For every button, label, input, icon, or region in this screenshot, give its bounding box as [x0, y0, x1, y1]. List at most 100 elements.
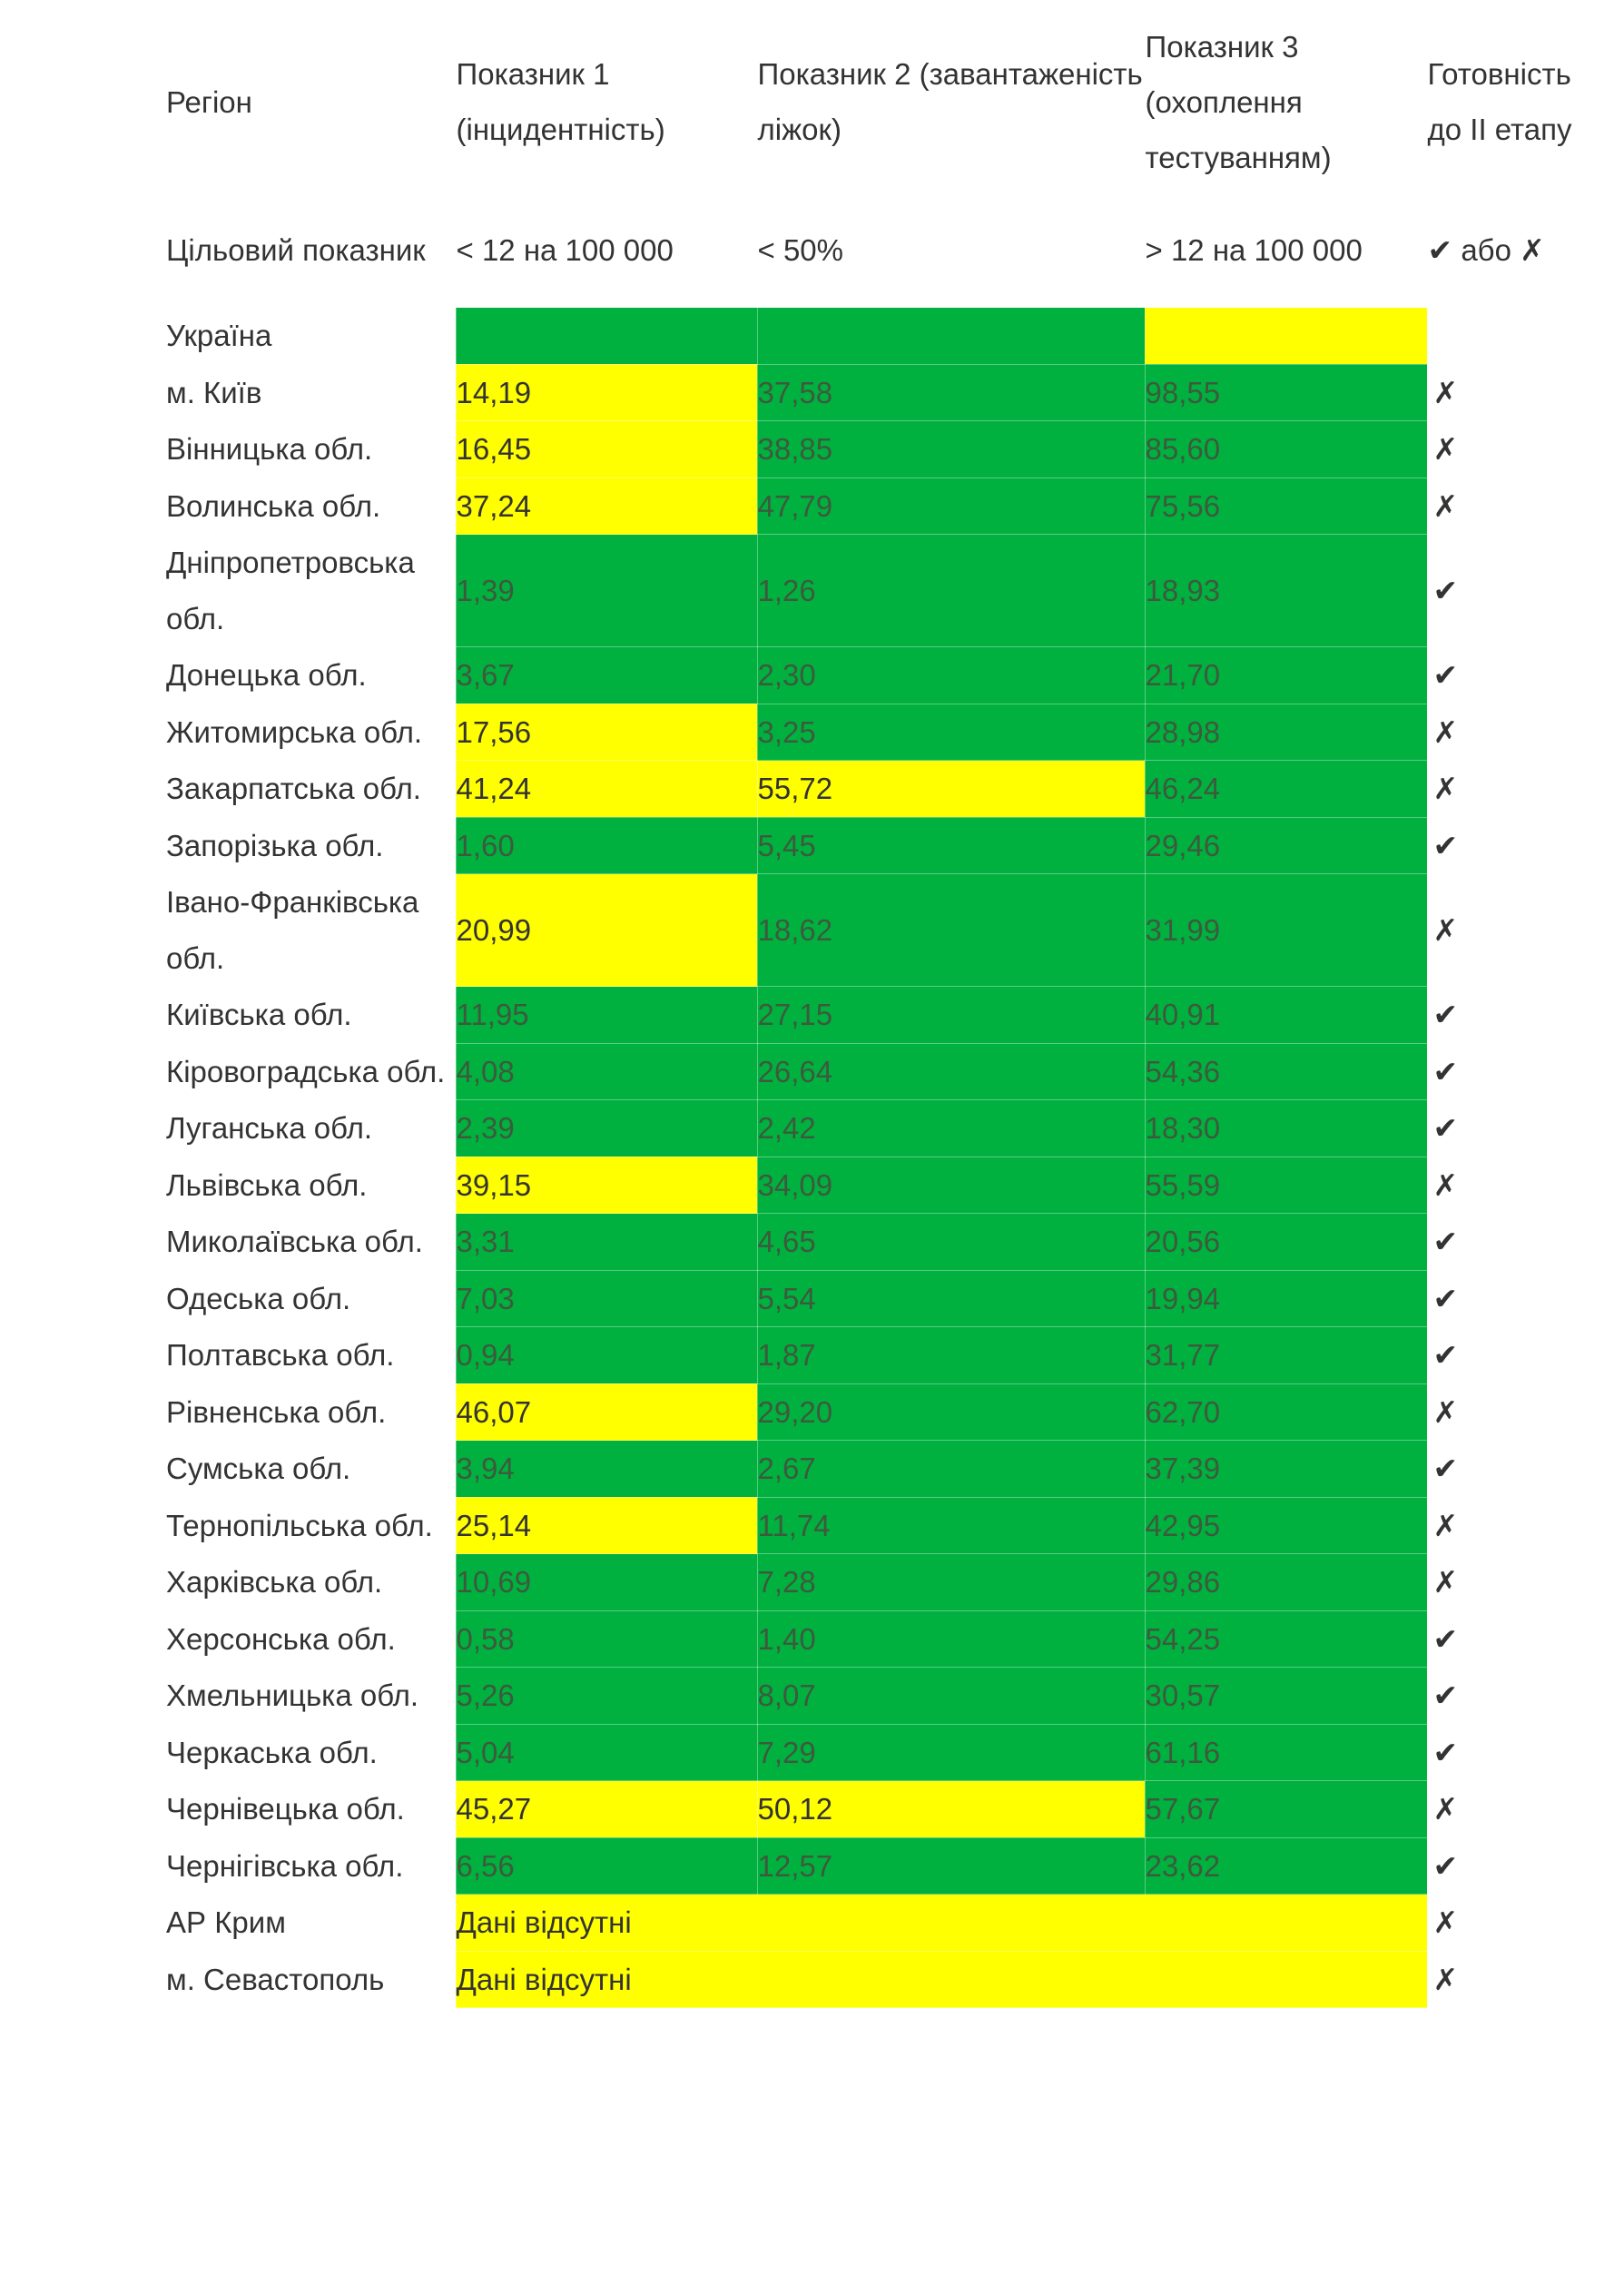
value-cell: 46,24: [1145, 760, 1428, 818]
value-cell: 29,86: [1145, 1553, 1428, 1611]
value-cell: 16,45: [456, 420, 758, 478]
value-cell: [1145, 307, 1428, 365]
value-cell: 2,39: [456, 1099, 758, 1157]
region-cell: АР Крим: [166, 1894, 457, 1952]
readiness-cell: ✗: [1427, 420, 1609, 478]
value-cell: 42,95: [1145, 1497, 1428, 1554]
data-row: м. Севастополь Дані відсутні ✗: [166, 1951, 1609, 2008]
data-row: Донецька обл. 3,67 2,30 21,70 ✔: [166, 646, 1609, 704]
value-cell: 4,65: [757, 1213, 1146, 1271]
value-cell: 18,62: [757, 873, 1146, 987]
value-cell: 8,07: [757, 1667, 1146, 1725]
value-cell: 3,31: [456, 1213, 758, 1271]
header-cell: Показник 3 (охоплення тестуванням): [1145, 11, 1428, 193]
region-cell: Полтавська обл.: [166, 1326, 457, 1384]
region-cell: Львівська обл.: [166, 1157, 457, 1214]
region-cell: Київська обл.: [166, 986, 457, 1044]
readiness-cell: ✔: [1427, 1043, 1609, 1100]
target-value: < 12 на 100 000: [456, 192, 758, 308]
region-cell: Вінницька обл.: [166, 420, 457, 478]
value-cell: 85,60: [1145, 420, 1428, 478]
readiness-cell: ✗: [1427, 760, 1609, 818]
value-cell: 55,59: [1145, 1157, 1428, 1214]
value-cell: 1,40: [757, 1610, 1146, 1668]
region-cell: Івано-Франківська обл.: [166, 873, 457, 987]
data-row: Хмельницька обл. 5,26 8,07 30,57 ✔: [166, 1667, 1609, 1725]
readiness-cell: ✔: [1427, 1724, 1609, 1781]
value-cell: 28,98: [1145, 704, 1428, 761]
region-cell: Закарпатська обл.: [166, 760, 457, 818]
value-cell: 5,45: [757, 817, 1146, 874]
no-data-cell: Дані відсутні: [456, 1951, 1428, 2008]
value-cell: 4,08: [456, 1043, 758, 1100]
target-label: Цільовий показник: [166, 192, 457, 308]
region-cell: Житомирська обл.: [166, 704, 457, 761]
value-cell: [757, 307, 1146, 365]
value-cell: 34,09: [757, 1157, 1146, 1214]
region-cell: Тернопільська обл.: [166, 1497, 457, 1554]
region-cell: м. Київ: [166, 364, 457, 421]
region-cell: Луганська обл.: [166, 1099, 457, 1157]
readiness-cell: ✔: [1427, 646, 1609, 704]
value-cell: 98,55: [1145, 364, 1428, 421]
value-cell: 1,26: [757, 534, 1146, 647]
value-cell: 40,91: [1145, 986, 1428, 1044]
data-row: Рівненська обл. 46,07 29,20 62,70 ✗: [166, 1383, 1609, 1441]
region-cell: Рівненська обл.: [166, 1383, 457, 1441]
value-cell: 5,04: [456, 1724, 758, 1781]
data-row: Кіровоградська обл. 4,08 26,64 54,36 ✔: [166, 1043, 1609, 1100]
value-cell: 31,77: [1145, 1326, 1428, 1384]
value-cell: 23,62: [1145, 1837, 1428, 1895]
value-cell: 54,36: [1145, 1043, 1428, 1100]
value-cell: 45,27: [456, 1780, 758, 1838]
value-cell: 54,25: [1145, 1610, 1428, 1668]
region-cell: Херсонська обл.: [166, 1610, 457, 1668]
value-cell: 27,15: [757, 986, 1146, 1044]
no-data-cell: Дані відсутні: [456, 1894, 1428, 1952]
region-cell: Одеська обл.: [166, 1270, 457, 1327]
regions-table: Регіон Показник 1 (інцидентність) Показн…: [166, 11, 1609, 2008]
value-cell: 0,58: [456, 1610, 758, 1668]
readiness-cell: ✗: [1427, 477, 1609, 535]
data-row: Житомирська обл. 17,56 3,25 28,98 ✗: [166, 704, 1609, 761]
value-cell: 31,99: [1145, 873, 1428, 987]
value-cell: 37,58: [757, 364, 1146, 421]
readiness-cell: ✗: [1427, 1383, 1609, 1441]
data-row: Чернігівська обл. 6,56 12,57 23,62 ✔: [166, 1837, 1609, 1895]
value-cell: 62,70: [1145, 1383, 1428, 1441]
data-row: Чернівецька обл. 45,27 50,12 57,67 ✗: [166, 1780, 1609, 1838]
header-cell: Регіон: [166, 11, 457, 193]
value-cell: 57,67: [1145, 1780, 1428, 1838]
value-cell: 29,20: [757, 1383, 1146, 1441]
value-cell: 3,25: [757, 704, 1146, 761]
value-cell: 7,29: [757, 1724, 1146, 1781]
readiness-cell: ✗: [1427, 1157, 1609, 1214]
value-cell: 46,07: [456, 1383, 758, 1441]
value-cell: 10,69: [456, 1553, 758, 1611]
value-cell: 25,14: [456, 1497, 758, 1554]
data-row: Львівська обл. 39,15 34,09 55,59 ✗: [166, 1157, 1609, 1214]
data-row: Київська обл. 11,95 27,15 40,91 ✔: [166, 986, 1609, 1044]
header-cell: Показник 1 (інцидентність): [456, 11, 758, 193]
value-cell: 18,93: [1145, 534, 1428, 647]
data-row: АР Крим Дані відсутні ✗: [166, 1894, 1609, 1952]
value-cell: 0,94: [456, 1326, 758, 1384]
readiness-cell: ✔: [1427, 1326, 1609, 1384]
region-cell: м. Севастополь: [166, 1951, 457, 2008]
value-cell: 55,72: [757, 760, 1146, 818]
region-cell: Дніпропетровська обл.: [166, 534, 457, 647]
data-row: Харківська обл. 10,69 7,28 29,86 ✗: [166, 1553, 1609, 1611]
readiness-cell: [1427, 307, 1609, 365]
value-cell: 1,60: [456, 817, 758, 874]
value-cell: 75,56: [1145, 477, 1428, 535]
region-cell: Запорізька обл.: [166, 817, 457, 874]
data-row: Миколаївська обл. 3,31 4,65 20,56 ✔: [166, 1213, 1609, 1271]
value-cell: 3,67: [456, 646, 758, 704]
value-cell: 37,39: [1145, 1440, 1428, 1498]
value-cell: 47,79: [757, 477, 1146, 535]
value-cell: 7,28: [757, 1553, 1146, 1611]
value-cell: 14,19: [456, 364, 758, 421]
value-cell: 2,30: [757, 646, 1146, 704]
readiness-cell: ✔: [1427, 1440, 1609, 1498]
